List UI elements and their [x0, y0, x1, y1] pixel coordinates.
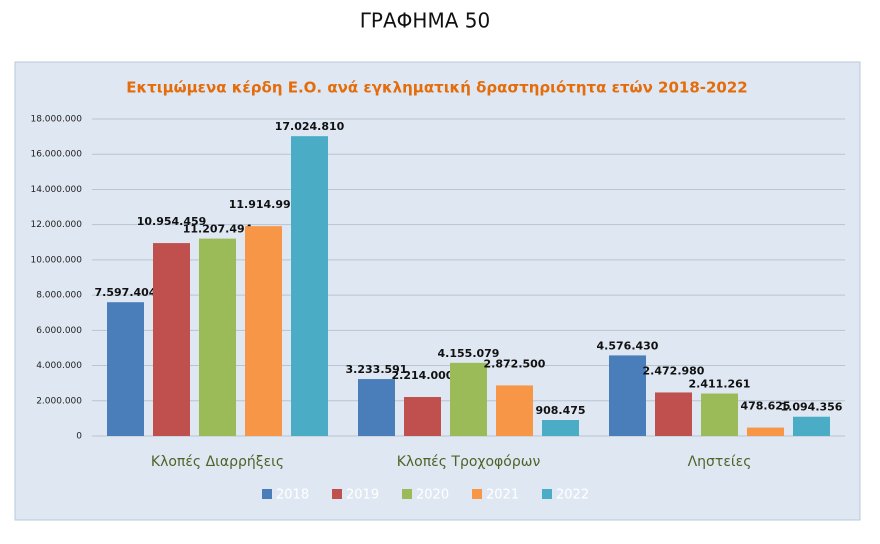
bar — [701, 393, 738, 436]
data-label: 17.024.810 — [275, 120, 345, 133]
data-label: 7.597.404 — [95, 286, 157, 299]
data-label: 10.954.459 — [137, 215, 207, 228]
data-label: 2.214.000 — [392, 369, 454, 382]
data-label: 1.094.356 — [781, 401, 843, 414]
y-tick-label: 4.000.000 — [36, 361, 82, 371]
data-label: 3.233.591 — [346, 363, 408, 376]
legend-swatch — [402, 489, 412, 499]
bar — [107, 302, 144, 436]
y-tick-label: 10.000.000 — [30, 255, 82, 265]
y-tick-label: 16.000.000 — [30, 150, 82, 160]
bar — [450, 362, 487, 436]
legend-label: 2019 — [346, 488, 379, 503]
y-tick-label: 2.000.000 — [36, 396, 82, 406]
data-label: 2.411.261 — [689, 378, 751, 391]
y-tick-label: 14.000.000 — [30, 185, 82, 195]
y-tick-label: 6.000.000 — [36, 326, 82, 336]
legend-label: 2022 — [556, 488, 589, 503]
bar — [199, 238, 236, 436]
bar — [609, 355, 646, 436]
legend-swatch — [472, 489, 482, 499]
y-tick-label: 8.000.000 — [36, 291, 82, 301]
data-label: 478.625 — [740, 400, 790, 413]
bar — [153, 243, 190, 436]
y-tick-label: 18.000.000 — [30, 115, 82, 125]
data-label: 4.155.079 — [438, 347, 500, 360]
x-tick-label: Κλοπές Τροχοφόρων — [397, 454, 541, 470]
data-label: 908.475 — [535, 404, 585, 417]
bar — [496, 385, 533, 436]
data-label: 4.576.430 — [597, 339, 659, 352]
legend-label: 2018 — [276, 488, 309, 503]
page-heading: ΓΡΑΦΗΜΑ 50 — [360, 9, 490, 33]
data-label: 2.872.500 — [484, 357, 546, 370]
legend-swatch — [332, 489, 342, 499]
data-label: 2.472.980 — [643, 364, 705, 377]
bar — [542, 420, 579, 436]
y-tick-label: 12.000.000 — [30, 220, 82, 230]
bar — [655, 392, 692, 436]
bar — [747, 427, 784, 436]
bar — [291, 136, 328, 436]
bar — [358, 379, 395, 436]
chart-title: Εκτιμώμενα κέρδη Ε.Ο. ανά εγκληματική δρ… — [126, 79, 748, 97]
legend-swatch — [262, 489, 272, 499]
bar — [793, 416, 830, 436]
data-label: 11.207.494 — [183, 223, 253, 236]
legend-label: 2021 — [486, 488, 519, 503]
x-tick-label: Ληστείες — [688, 454, 752, 470]
bar — [404, 397, 441, 436]
legend-swatch — [542, 489, 552, 499]
bar — [245, 226, 282, 436]
x-tick-label: Κλοπές Διαρρήξεις — [151, 454, 284, 470]
legend-label: 2020 — [416, 488, 449, 503]
data-label: 11.914.992 — [229, 198, 299, 211]
y-tick-label: 0 — [76, 432, 82, 442]
